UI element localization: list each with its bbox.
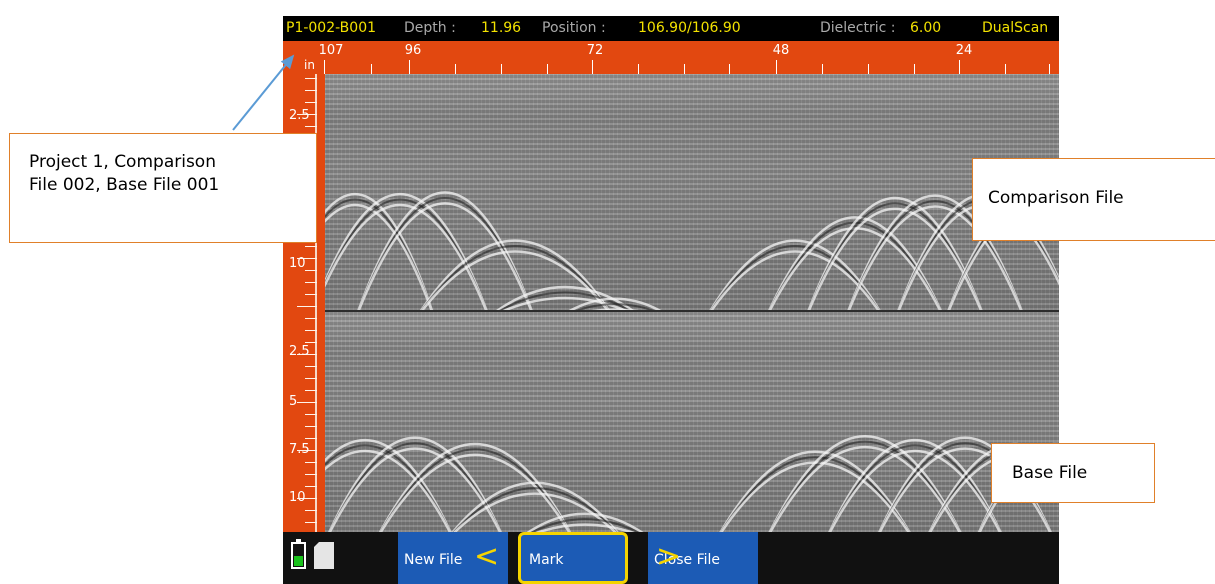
new-file-button[interactable]: New File (398, 532, 508, 584)
position-label: Position : (542, 20, 606, 36)
depth-label: Depth : (404, 20, 456, 36)
ruler-label: 96 (404, 43, 422, 58)
close-file-button[interactable]: Close File (648, 532, 758, 584)
comparison-file-callout: Comparison File (972, 158, 1215, 241)
battery-icon (291, 539, 306, 569)
close-file-label: Close File (654, 552, 721, 568)
base-scan-hyperbolas (325, 435, 1059, 532)
panel-divider (325, 310, 1059, 312)
ruler-label: 24 (955, 43, 973, 58)
file-id: P1-002-B001 (286, 20, 377, 36)
project-callout-line: File 002, Base File 001 (29, 175, 220, 195)
mark-button[interactable]: Mark (518, 532, 628, 584)
ruler-label: 48 (772, 43, 790, 58)
depth-value: 11.96 (481, 20, 522, 36)
softkey-toolbar: New File < Mark Close File > (283, 532, 1059, 584)
depth-label-bottom: 7.5 (289, 442, 310, 457)
ruler-label: 72 (586, 43, 604, 58)
base-scan-panel[interactable] (325, 312, 1059, 532)
comparison-scan-panel[interactable] (325, 74, 1059, 310)
left-arrow-icon[interactable]: < (474, 539, 500, 574)
project-callout-line: Project 1, Comparison (29, 152, 216, 172)
scan-mode: DualScan (982, 20, 1049, 36)
dielectric-label: Dielectric : (820, 20, 896, 36)
depth-label-bottom: 5 (289, 394, 298, 409)
ruler-unit: in (304, 58, 315, 72)
right-arrow-icon[interactable]: > (656, 539, 682, 574)
status-bar: P1-002-B001 Depth : 11.96 Position : 106… (283, 16, 1059, 41)
position-value: 106.90/106.90 (638, 20, 741, 36)
depth-label-top: 2.5 (289, 108, 310, 123)
base-file-label: Base File (1012, 463, 1088, 483)
sd-card-icon (314, 542, 334, 569)
gpr-device-screen: P1-002-B001 Depth : 11.96 Position : 106… (283, 16, 1059, 584)
horizontal-ruler: in 107 96 72 48 24 (283, 41, 1059, 74)
base-file-callout: Base File (991, 443, 1155, 503)
project-callout: Project 1, Comparison File 002, Base Fil… (9, 133, 317, 243)
comparison-scan-hyperbolas (325, 191, 1059, 310)
ruler-label: 107 (318, 43, 344, 58)
mark-label: Mark (529, 552, 564, 568)
comparison-file-label: Comparison File (988, 188, 1124, 208)
depth-label-top: 10 (289, 256, 306, 271)
dielectric-value: 6.00 (910, 20, 942, 36)
depth-label-bottom: 10 (289, 490, 306, 505)
new-file-label: New File (404, 552, 463, 568)
depth-label-bottom: 2.5 (289, 344, 310, 359)
